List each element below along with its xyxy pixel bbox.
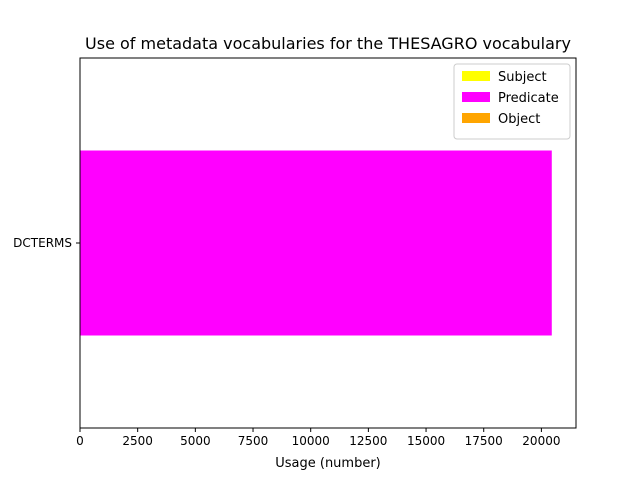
x-tick-label: 2500: [122, 434, 153, 448]
legend-swatch-predicate: [462, 92, 490, 102]
legend-swatch-subject: [462, 71, 490, 81]
bar-predicate-dcterms: [80, 150, 552, 336]
x-tick-label: 7500: [238, 434, 269, 448]
legend-swatch-object: [462, 113, 490, 123]
x-tick-label: 0: [76, 434, 84, 448]
chart-title: Use of metadata vocabularies for the THE…: [85, 34, 571, 53]
x-axis-label: Usage (number): [275, 456, 381, 471]
x-tick-label: 15000: [407, 434, 445, 448]
y-axis-ticks: DCTERMS: [13, 236, 80, 250]
y-tick-label: DCTERMS: [13, 236, 72, 250]
x-tick-label: 5000: [180, 434, 211, 448]
x-tick-label: 10000: [292, 434, 330, 448]
plot-area: [80, 150, 552, 336]
x-tick-label: 12500: [349, 434, 387, 448]
x-tick-label: 20000: [522, 434, 560, 448]
legend-label-subject: Subject: [498, 70, 547, 85]
legend-label-predicate: Predicate: [498, 91, 559, 106]
x-axis-ticks: 0 2500 5000 7500 10000 12500 15000 17500 20000: [76, 428, 560, 448]
legend: Subject Predicate Object: [453, 63, 571, 140]
legend-label-object: Object: [498, 112, 540, 127]
x-tick-label: 17500: [465, 434, 503, 448]
